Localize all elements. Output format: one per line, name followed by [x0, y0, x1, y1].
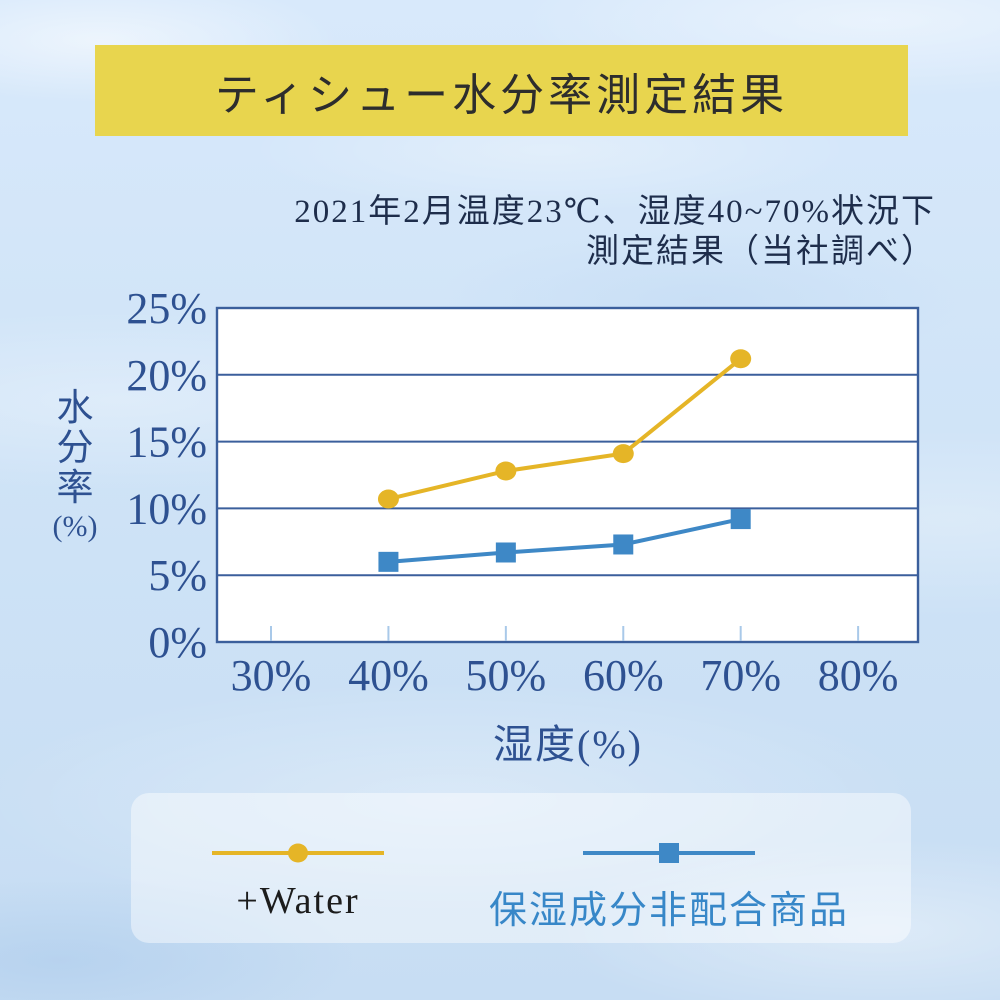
- legend-panel: +Water 保湿成分非配合商品: [131, 793, 911, 943]
- x-tick-label: 30%: [231, 651, 312, 700]
- x-tick-label: 70%: [700, 651, 781, 700]
- data-point-square: [613, 534, 634, 555]
- y-tick-label: 25%: [126, 284, 207, 333]
- data-point-circle: [377, 489, 399, 509]
- subtitle-line-1: 2021年2月温度23℃、湿度40~70%状況下: [294, 194, 936, 230]
- x-tick-label: 60%: [583, 651, 664, 700]
- y-tick-label: 0%: [148, 618, 207, 667]
- page-title: ティシュー水分率測定結果: [214, 70, 789, 120]
- subtitle-line-2: 測定結果（当社調べ）: [586, 234, 936, 270]
- legend-circle-marker: [288, 843, 308, 863]
- water-series-marker-icon: [212, 843, 384, 863]
- data-point-circle: [730, 349, 752, 369]
- legend-label-plain-product: 保湿成分非配合商品: [488, 890, 850, 932]
- x-axis-title: 湿度(%): [493, 722, 643, 767]
- y-tick-label: 20%: [126, 351, 207, 400]
- series-line-1: [388, 517, 742, 564]
- x-tick-label: 80%: [818, 651, 899, 700]
- y-axis-title: 水分率 (%): [46, 389, 104, 544]
- data-point-square: [495, 542, 516, 563]
- x-tick-label: 40%: [348, 651, 429, 700]
- plain-product-series-marker-icon: [583, 843, 755, 863]
- chart-subtitle: 2021年2月温度23℃、湿度40~70%状況下 測定結果（当社調べ）: [294, 192, 936, 272]
- y-axis-title-text: 水分率: [56, 388, 94, 509]
- data-point-circle: [612, 444, 634, 464]
- y-tick-label: 10%: [126, 484, 207, 533]
- data-point-square: [730, 509, 751, 530]
- data-point-circle: [495, 461, 517, 481]
- plot-area: [215, 306, 920, 644]
- y-axis-title-unit: (%): [52, 510, 98, 543]
- legend-label-water: +Water: [236, 880, 360, 922]
- data-point-square: [378, 551, 399, 572]
- y-tick-label: 5%: [148, 551, 207, 600]
- y-tick-label: 15%: [126, 418, 207, 467]
- title-banner: ティシュー水分率測定結果: [95, 45, 908, 136]
- x-tick-label: 50%: [466, 651, 547, 700]
- series-line-0: [387, 357, 742, 501]
- legend-square-marker: [659, 843, 679, 863]
